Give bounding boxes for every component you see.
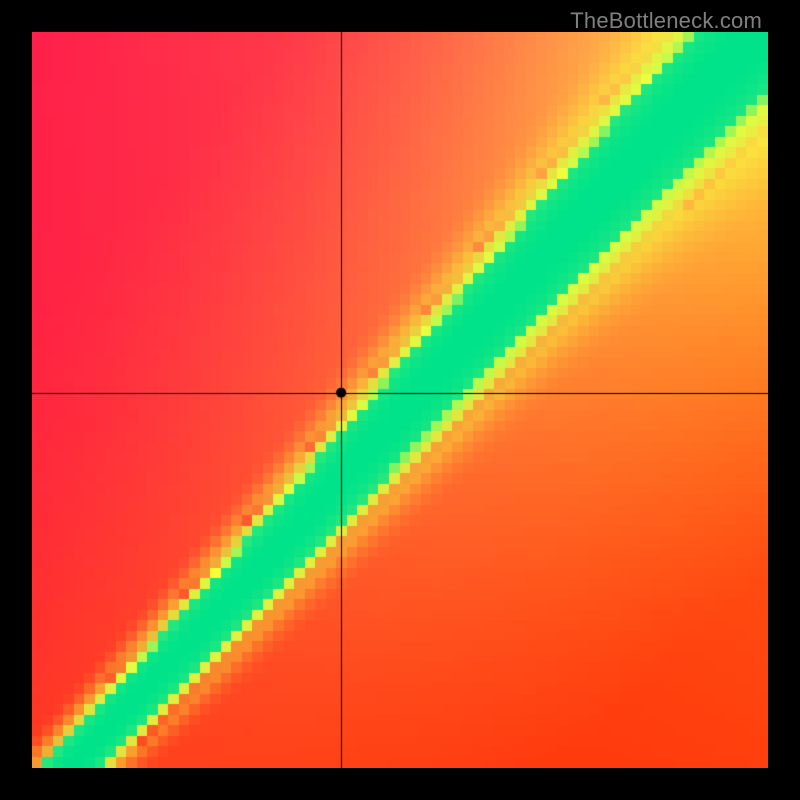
bottleneck-heatmap (32, 32, 768, 768)
heatmap-canvas (32, 32, 768, 768)
watermark-text: TheBottleneck.com (570, 8, 762, 34)
